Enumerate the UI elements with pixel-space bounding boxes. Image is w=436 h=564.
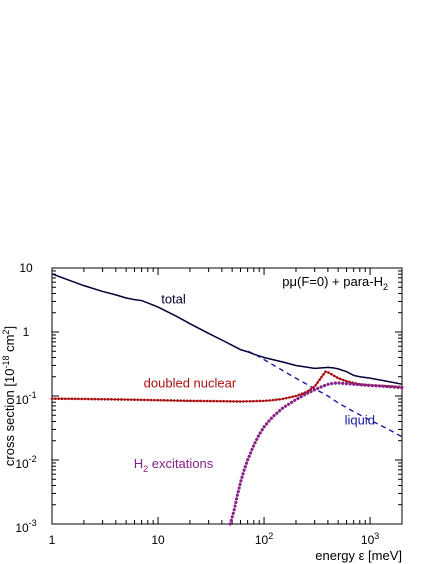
y-tick-label: 10-1 (15, 390, 36, 407)
chart-annotation: pμ(F=0) + para-H2 (282, 274, 388, 292)
x-axis-label: energy ε [meV] (315, 548, 402, 563)
plot-frame (51, 267, 403, 525)
series-labels: total liquid doubled nuclear H2 excitations (134, 291, 375, 474)
axis-tick-labels: 1 10 102 103 10 1 10-1 10-2 10-3 (15, 261, 379, 547)
axis-ticks (51, 267, 403, 525)
series-label-total: total (161, 291, 186, 306)
x-tick-label: 103 (361, 531, 379, 547)
series-total (51, 273, 403, 385)
y-tick-label: 10-3 (15, 518, 36, 535)
series-layer (50, 273, 404, 526)
y-axis-label: cross section [10-18 cm2] (1, 326, 17, 466)
series-label-doubled-nuclear: doubled nuclear (144, 376, 237, 391)
series-h2-excitations (228, 381, 404, 526)
series-liquid (247, 350, 403, 438)
series-label-h2-excitations: H2 excitations (134, 456, 214, 474)
y-tick-label: 1 (23, 325, 30, 339)
y-tick-label: 10-2 (15, 454, 36, 471)
x-tick-label: 1 (49, 533, 56, 547)
series-label-liquid: liquid (345, 412, 375, 427)
y-tick-label: 10 (19, 261, 33, 275)
x-tick-label: 102 (255, 531, 273, 547)
x-tick-label: 10 (151, 533, 165, 547)
